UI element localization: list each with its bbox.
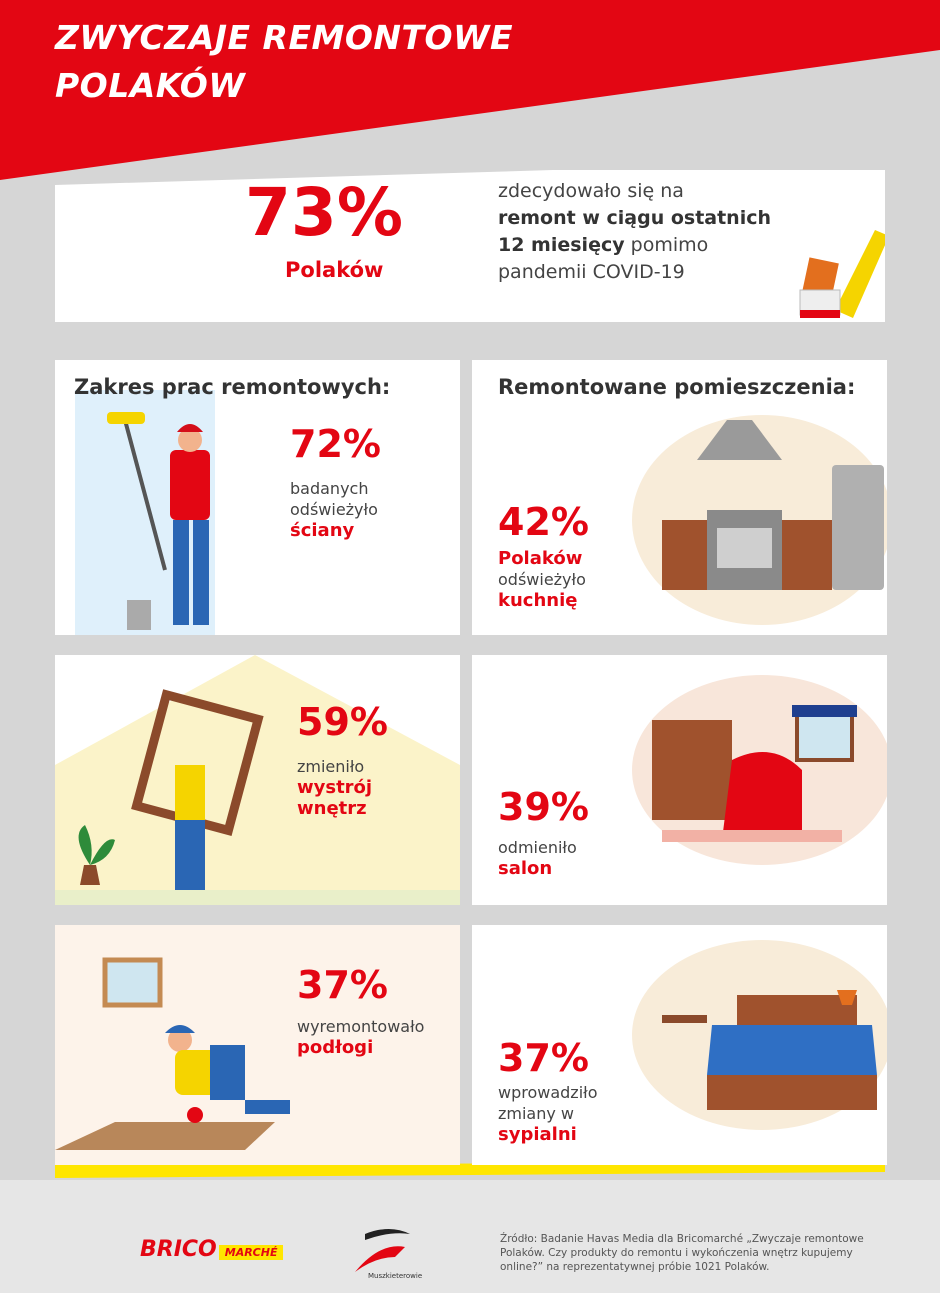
logo-brico: BRICO MARCHÉ: [140, 1237, 284, 1262]
illustration-salon: [632, 675, 887, 865]
source-line: Polaków. Czy produkty do remontu i wykoń…: [500, 1247, 853, 1259]
logo-muszkieterowie-mark: [355, 1229, 410, 1272]
title-line: ZWYCZAJE REMONTOWE: [55, 18, 514, 57]
stat-line: Polaków: [498, 548, 583, 569]
panel-kitchen: [472, 360, 887, 635]
title-line: POLAKÓW: [55, 66, 246, 105]
footer-band: [0, 1180, 940, 1293]
logo-marche: MARCHÉ: [218, 1245, 284, 1260]
stat-text: wprowadziło zmiany w sypialni: [498, 1082, 597, 1145]
headline-panel: 73% Polaków zdecydowało się na remont w c…: [55, 170, 885, 322]
stat-line: odświeżyło: [498, 570, 586, 589]
stat-percent: 37%: [498, 1036, 589, 1080]
headline-run: zdecydowało się na: [498, 180, 684, 202]
headline-subject: Polaków: [285, 258, 384, 282]
illustration-kitchen: [632, 415, 887, 625]
logo-brico-text: BRICO: [140, 1237, 217, 1262]
headline-run: pomimo: [624, 234, 709, 256]
stat-text: badanych odświeżyło ściany: [290, 478, 378, 541]
panel-bedroom: [472, 925, 887, 1165]
stat-line: zmiany w: [498, 1104, 575, 1123]
stat-line: wystrój: [297, 777, 373, 798]
headline-line: zdecydowało się na: [498, 178, 771, 205]
stat-line: odmieniło: [498, 838, 577, 857]
illustration-decor: [55, 655, 460, 905]
source-line: online?” na reprezentatywnej próbie 1021…: [500, 1261, 770, 1273]
headline-run: 12 miesięcy: [498, 234, 625, 256]
stat-line: sypialni: [498, 1124, 577, 1145]
stat-line: kuchnię: [498, 590, 578, 611]
stat-line: wyremontowało: [297, 1017, 425, 1036]
illustration-walls: [55, 360, 460, 635]
stat-line: zmieniło: [297, 757, 365, 776]
stat-percent: 39%: [498, 785, 589, 829]
title: ZWYCZAJE REMONTOWE POLAKÓW: [55, 14, 513, 110]
headline-line: 12 miesięcy pomimo: [498, 232, 771, 259]
stat-text: Polaków odświeżyło kuchnię: [498, 548, 586, 611]
panel-decor: [55, 655, 460, 905]
column-heading: Zakres prac remontowych:: [74, 375, 391, 399]
stat-line: badanych: [290, 479, 369, 498]
illustration-bedroom: [632, 940, 887, 1130]
panel-salon: [472, 655, 887, 905]
stat-line: wprowadziło: [498, 1083, 598, 1102]
stat-line: podłogi: [297, 1037, 374, 1058]
stat-percent: 37%: [297, 963, 388, 1007]
stat-line: ściany: [290, 520, 355, 541]
stat-text: odmieniło salon: [498, 837, 577, 879]
stat-percent: 59%: [297, 700, 388, 744]
column-heading: Remontowane pomieszczenia:: [498, 375, 856, 399]
headline-text: zdecydowało się na remont w ciągu ostatni…: [498, 178, 771, 286]
headline-run: remont w ciągu ostatnich: [498, 207, 772, 229]
stat-line: salon: [498, 858, 553, 879]
headline-art: [55, 170, 885, 322]
panel-floors: [55, 925, 460, 1165]
headline-percent: 73%: [245, 174, 403, 251]
stat-text: wyremontowało podłogi: [297, 1016, 424, 1058]
panel-walls: [55, 360, 460, 635]
stat-line: odświeżyło: [290, 500, 378, 519]
stat-percent: 42%: [498, 500, 589, 544]
stat-text: zmieniło wystrój wnętrz: [297, 756, 372, 819]
headline-line: pandemii COVID-19: [498, 259, 771, 286]
floor-stripe: [55, 1162, 885, 1178]
source-note: Źródło: Badanie Havas Media dla Bricomar…: [500, 1232, 864, 1274]
illustration-floors: [55, 957, 290, 1150]
headline-run: pandemii COVID-19: [498, 261, 685, 283]
headline-line: remont w ciągu ostatnich: [498, 205, 771, 232]
stat-percent: 72%: [290, 422, 381, 466]
stat-line: wnętrz: [297, 798, 367, 819]
logo-muszkieterowie: Muszkieterowie: [368, 1272, 423, 1280]
header-banner: [0, 0, 940, 180]
source-line: Źródło: Badanie Havas Media dla Bricomar…: [500, 1233, 864, 1245]
